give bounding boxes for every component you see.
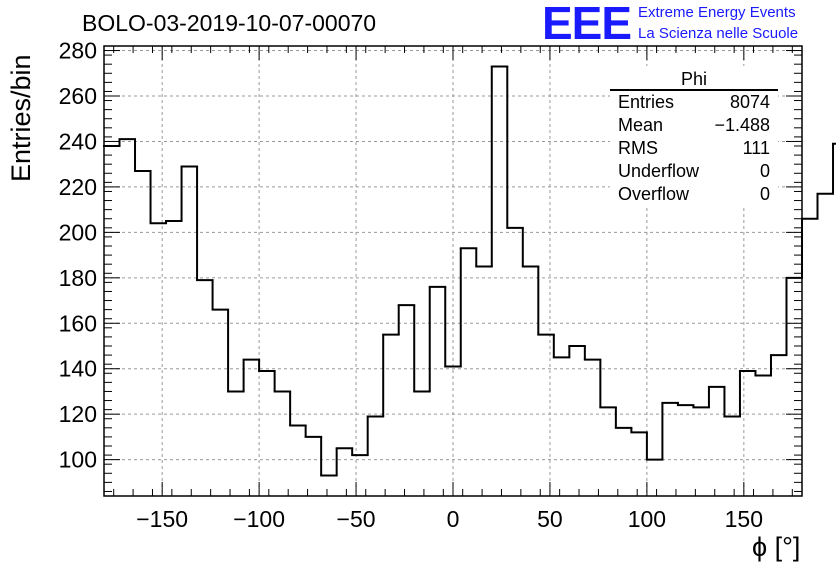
- stats-row-underflow: Underflow 0: [610, 160, 778, 183]
- x-tick-label: 100: [628, 506, 666, 532]
- x-tick-label: −100: [233, 506, 285, 532]
- y-tick-label: 260: [59, 83, 97, 109]
- stats-label: Underflow: [618, 161, 700, 181]
- branding-line-1: Extreme Energy Events: [638, 4, 796, 21]
- x-tick-label: 150: [725, 506, 763, 532]
- y-tick-label: 160: [59, 310, 97, 336]
- stats-value: −1.488: [714, 115, 770, 135]
- x-tick-label: −150: [136, 506, 188, 532]
- x-tick-label: 50: [537, 506, 563, 532]
- x-tick-label: 0: [447, 506, 460, 532]
- x-tick-label: −50: [337, 506, 376, 532]
- x-axis-label: ϕ [°]: [752, 532, 801, 562]
- stats-value: 0: [759, 161, 770, 181]
- eee-logo: EEE: [542, 0, 632, 49]
- stats-label: Mean: [618, 115, 664, 135]
- y-tick-label: 200: [59, 219, 97, 245]
- y-tick-label: 180: [59, 265, 97, 291]
- stats-title: Phi: [610, 66, 778, 91]
- stats-row-mean: Mean −1.488: [610, 114, 778, 137]
- plot-frame: [103, 45, 803, 497]
- stats-label: Overflow: [618, 184, 690, 204]
- stats-value: 8074: [729, 92, 770, 112]
- branding-line-2: La Scienza nelle Scuole: [638, 25, 799, 42]
- y-tick-label: 140: [59, 356, 97, 382]
- stats-label: Entries: [618, 92, 675, 112]
- stats-label: RMS: [618, 138, 658, 158]
- stats-row-overflow: Overflow 0: [610, 183, 778, 206]
- stats-value: 0: [759, 184, 770, 204]
- stats-row-entries: Entries 8074: [610, 91, 778, 114]
- stats-value: 111: [742, 138, 770, 158]
- y-tick-label: 120: [59, 401, 97, 427]
- y-tick-label: 280: [59, 38, 97, 64]
- plot-title: BOLO-03-2019-10-07-00070: [82, 10, 377, 36]
- stats-box: Phi Entries 8074 Mean −1.488 RMS 111 Und…: [610, 66, 778, 206]
- stats-row-rms: RMS 111: [610, 137, 778, 160]
- y-tick-label: 240: [59, 128, 97, 154]
- y-tick-label: 100: [59, 447, 97, 473]
- y-tick-label: 220: [59, 174, 97, 200]
